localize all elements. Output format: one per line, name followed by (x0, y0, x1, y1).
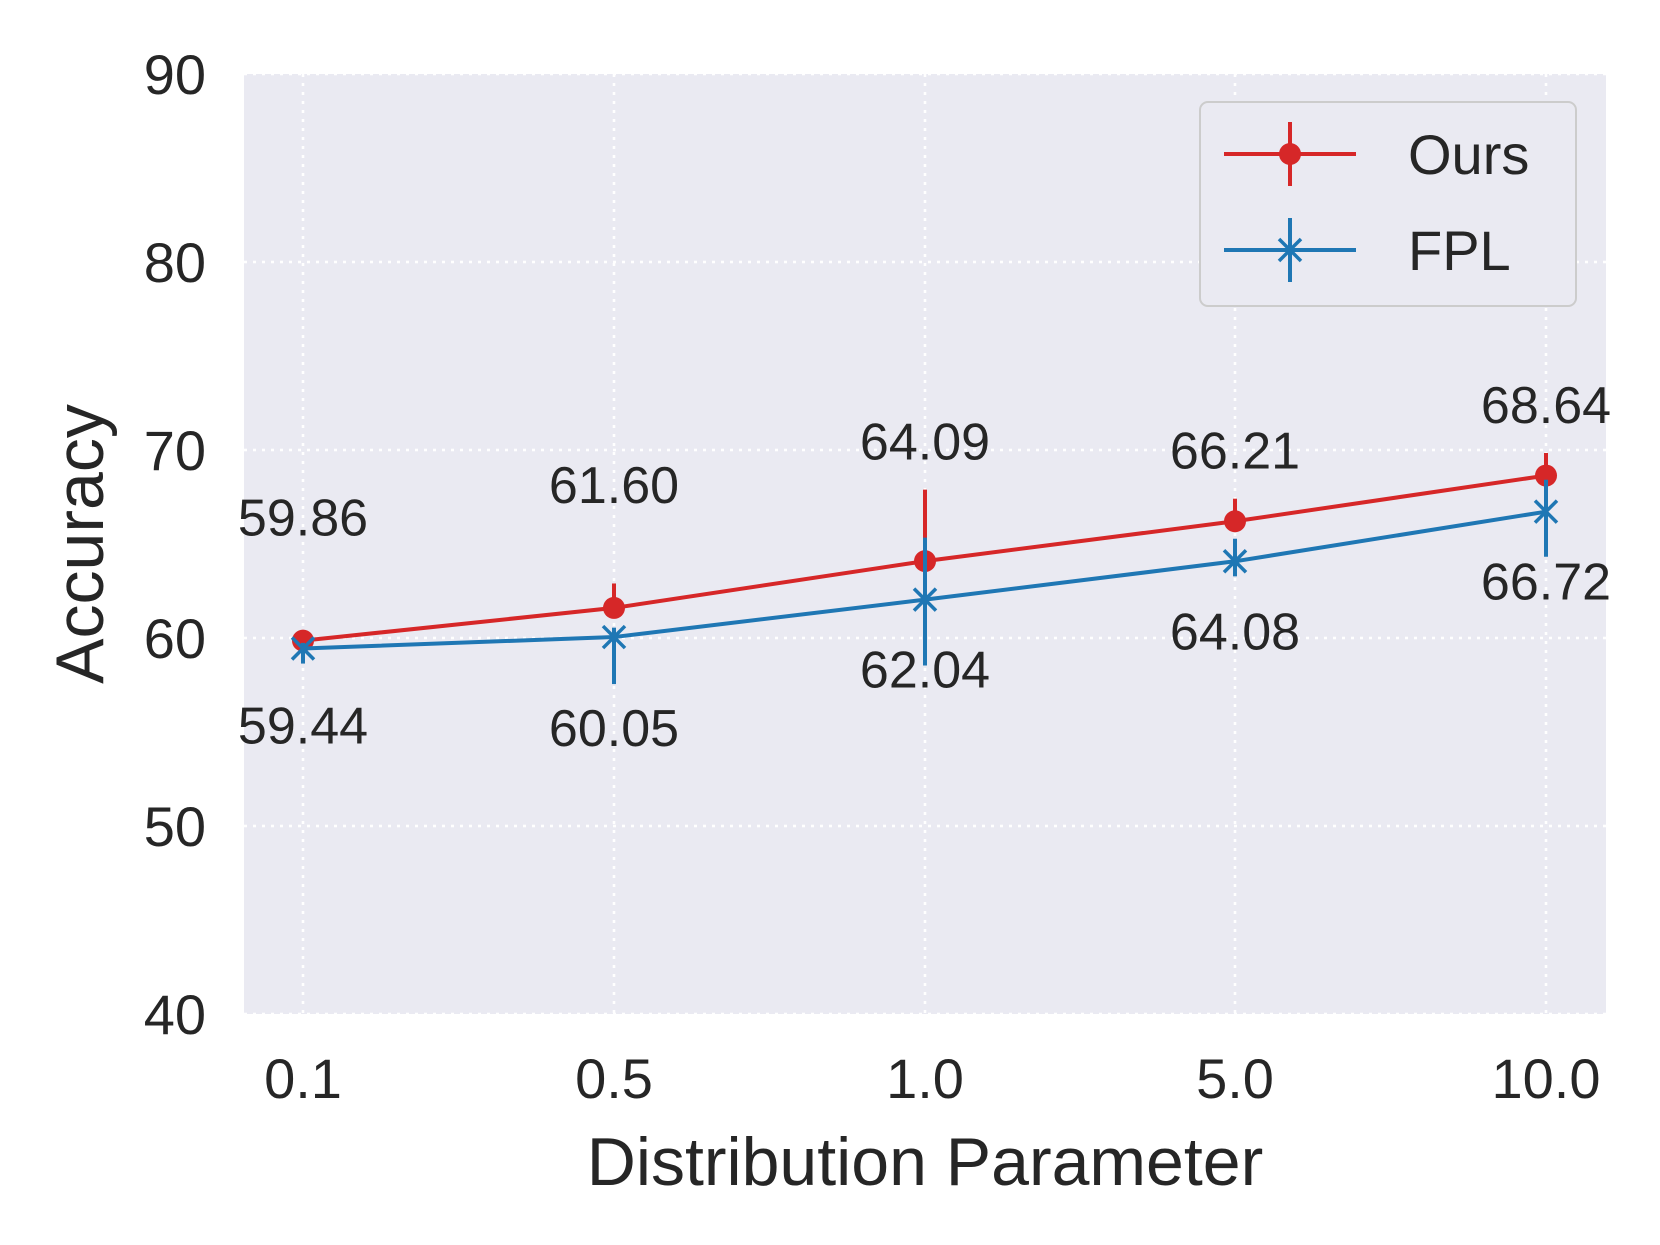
data-label-fpl: 64.08 (1170, 603, 1300, 661)
data-label-fpl: 66.72 (1481, 554, 1611, 612)
data-point-ours (603, 596, 625, 619)
data-point-ours (1535, 464, 1557, 487)
data-point-fpl (1533, 499, 1559, 524)
data-label-ours: 68.64 (1481, 377, 1611, 435)
y-tick-label: 80 (144, 231, 206, 294)
legend-label-fpl: FPL (1408, 219, 1511, 282)
data-label-ours: 59.86 (238, 490, 368, 548)
y-tick-labels: 40 50 60 70 80 90 (144, 43, 206, 1046)
legend-entries: Ours FPL (1224, 122, 1529, 282)
data-label-fpl: 60.05 (549, 700, 679, 758)
data-label-ours: 64.09 (860, 414, 990, 472)
x-tick-labels: 0.1 0.5 1.0 5.0 10.0 (264, 1047, 1600, 1110)
data-point-fpl (290, 636, 316, 661)
y-tick-label: 40 (144, 983, 206, 1046)
y-tick-label: 50 (144, 795, 206, 858)
y-tick-label: 60 (144, 607, 206, 670)
x-axis-label: Distribution Parameter (587, 1124, 1263, 1200)
data-point-ours (292, 629, 314, 652)
y-axis-label: Accuracy (42, 404, 118, 684)
data-point-fpl (912, 587, 938, 612)
y-tick-label: 70 (144, 419, 206, 482)
x-tick-label: 0.5 (575, 1047, 653, 1110)
data-point-ours (1224, 510, 1246, 533)
x-tick-label: 0.1 (264, 1047, 342, 1110)
y-tick-label: 90 (144, 43, 206, 106)
x-tick-label: 5.0 (1196, 1047, 1274, 1110)
data-labels: 59.86 61.60 64.09 66.21 68.64 59.44 60.05 62.04… (238, 377, 1611, 758)
marker-stroke (290, 636, 316, 661)
data-point-fpl (1222, 549, 1248, 574)
legend: Ours FPL (1199, 101, 1577, 307)
legend-marker-fpl (1277, 237, 1303, 263)
data-label-ours: 66.21 (1170, 423, 1300, 481)
data-point-fpl (601, 624, 627, 650)
data-label-ours: 61.60 (549, 457, 679, 515)
legend-marker-ours (1279, 143, 1301, 165)
marker-stroke (601, 624, 627, 650)
data-label-fpl: 62.04 (860, 642, 990, 700)
x-tick-label: 10.0 (1492, 1047, 1601, 1110)
series-group (290, 453, 1559, 685)
legend-label-ours: Ours (1408, 123, 1529, 186)
marker-stroke (912, 587, 938, 612)
data-label-fpl: 59.44 (238, 698, 368, 756)
marker-stroke (1222, 549, 1248, 574)
marker-stroke (1533, 499, 1559, 524)
marker-stroke (1277, 237, 1303, 263)
x-tick-label: 1.0 (886, 1047, 964, 1110)
